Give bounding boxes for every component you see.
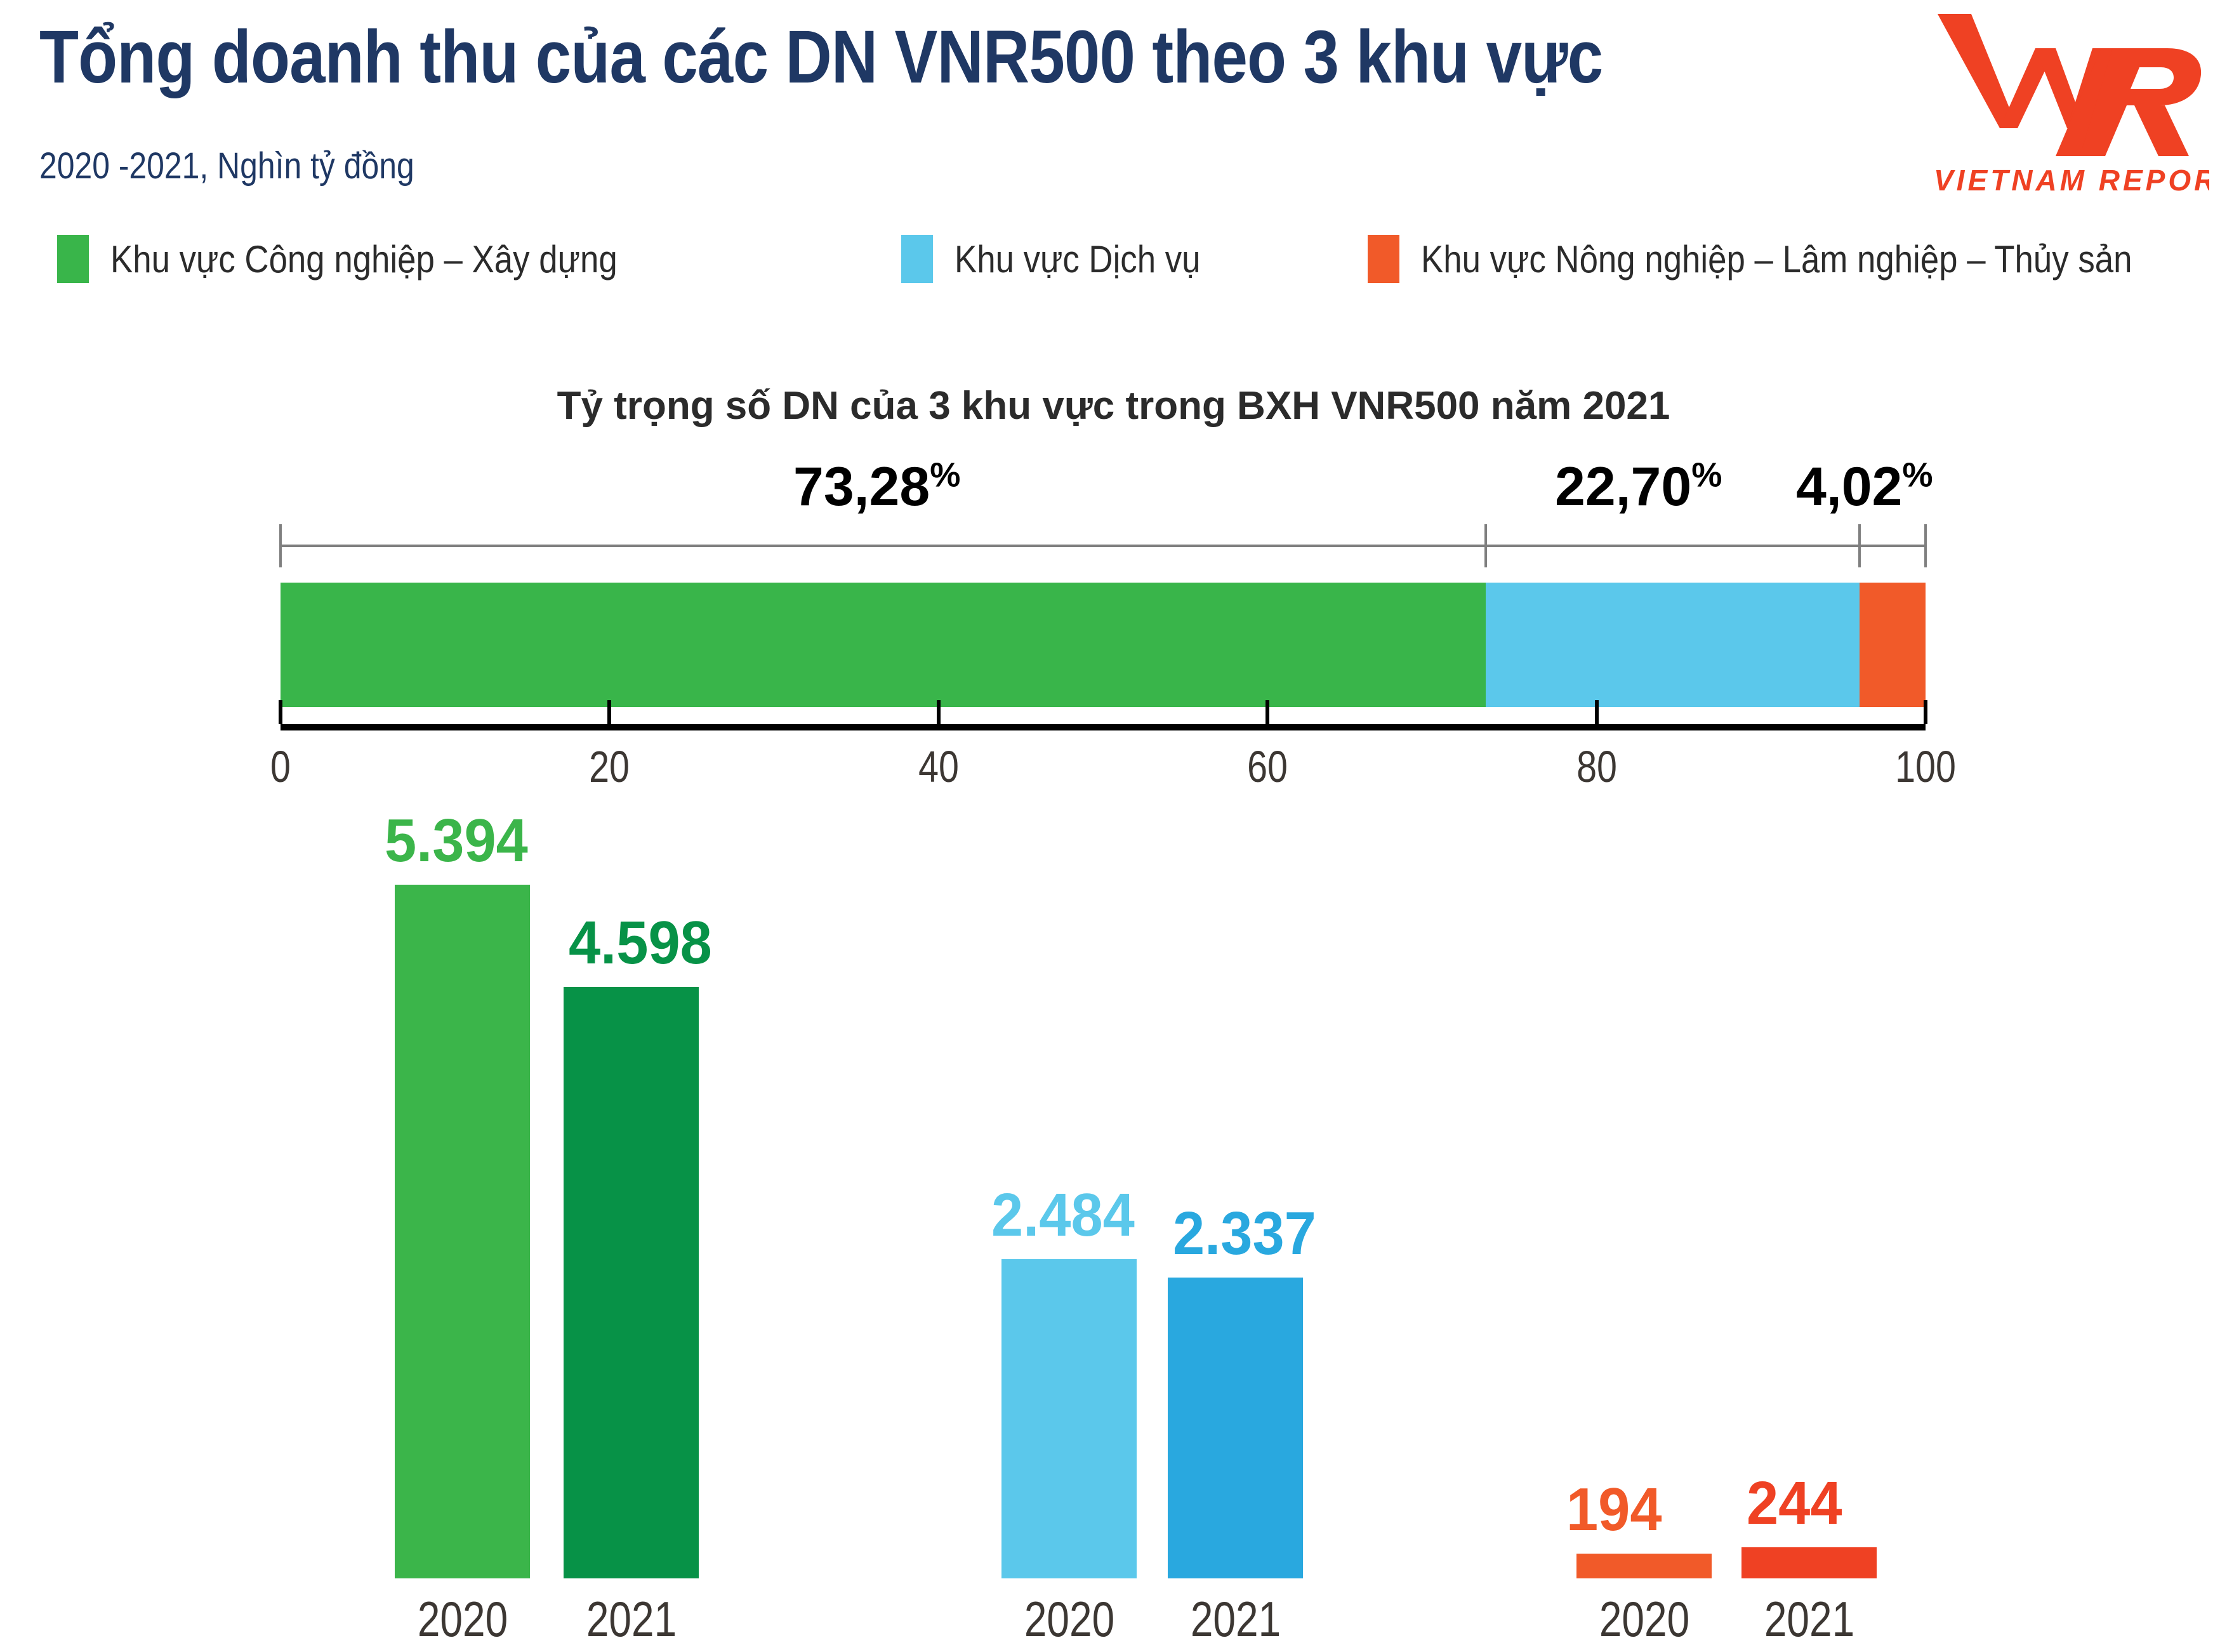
bracket-tick-1: [1484, 524, 1488, 567]
stacked-segment-0: [281, 583, 1486, 707]
legend-label: Khu vực Nông nghiệp – Lâm nghiệp – Thủy …: [1421, 237, 2132, 281]
stacked-pct-label-agriculture: 4,02%: [1796, 456, 1933, 519]
legend-item-agriculture[interactable]: Khu vực Nông nghiệp – Lâm nghiệp – Thủy …: [1368, 230, 2227, 288]
legend-swatch-icon: [57, 235, 89, 283]
legend-item-services[interactable]: Khu vực Dịch vụ: [901, 230, 1234, 288]
bar-2020: [395, 885, 530, 1578]
bar-category-label: 2020: [1599, 1591, 1689, 1647]
bar-value-label: 244: [1747, 1469, 1842, 1537]
stacked-chart-title: Tỷ trọng số DN của 3 khu vực trong BXH V…: [557, 384, 1670, 428]
legend-swatch-icon: [901, 235, 933, 283]
legend-item-industry[interactable]: Khu vực Công nghiệp – Xây dựng: [57, 230, 687, 288]
stacked-segment-2: [1859, 583, 1926, 707]
bar-value-label: 4.598: [569, 909, 712, 977]
stacked-segment-1: [1486, 583, 1860, 707]
bar-2021: [1168, 1278, 1303, 1578]
x-axis-tick-label: 60: [1247, 742, 1288, 791]
page-subtitle: 2020 -2021, Nghìn tỷ đồng: [39, 145, 414, 187]
bar-value-label: 5.394: [385, 807, 528, 875]
stacked-pct-label-industry: 73,28%: [793, 456, 960, 519]
stacked-bar: [281, 583, 1926, 707]
stacked-pct-label-services: 22,70%: [1555, 456, 1722, 519]
percent-sign: %: [930, 456, 961, 494]
bar-category-label: 2021: [1764, 1591, 1854, 1647]
bracket-tick-0: [279, 524, 282, 567]
legend-swatch-icon: [1368, 235, 1399, 283]
x-axis-tick: [1924, 700, 1927, 724]
bar-value-label: 194: [1566, 1475, 1662, 1543]
x-axis-tick: [936, 700, 941, 724]
bracket-tick-2: [1858, 524, 1861, 567]
x-axis-tick: [607, 700, 612, 724]
percent-sign: %: [1691, 456, 1722, 494]
x-axis-tick-label: 100: [1895, 742, 1956, 791]
x-axis-tick-label: 0: [270, 742, 291, 791]
logo-wordmark: VIETNAM REPORT: [1934, 164, 2209, 197]
stacked-pct-value: 73,28: [793, 456, 930, 517]
bar-2021: [564, 987, 699, 1578]
bar-2020: [1576, 1553, 1712, 1578]
vnr-logo: VIETNAM REPORT: [1911, 9, 2209, 199]
percent-sign: %: [1902, 456, 1933, 494]
bar-category-label: 2020: [417, 1591, 508, 1647]
x-axis-tick: [1265, 700, 1270, 724]
x-axis-tick: [279, 700, 282, 724]
legend-label: Khu vực Công nghiệp – Xây dựng: [110, 237, 618, 281]
bar-category-label: 2021: [586, 1591, 677, 1647]
legend: Khu vực Công nghiệp – Xây dựng Khu vực D…: [57, 230, 2171, 288]
stacked-pct-value: 4,02: [1796, 456, 1903, 517]
bracket-line: [281, 545, 1926, 547]
bar-value-label: 2.337: [1173, 1199, 1316, 1268]
bar-2020: [1001, 1259, 1137, 1578]
x-axis-tick-label: 80: [1576, 742, 1617, 791]
stacked-pct-value: 22,70: [1555, 456, 1692, 517]
bar-category-label: 2021: [1190, 1591, 1281, 1647]
x-axis-tick-label: 40: [918, 742, 959, 791]
bar-value-label: 2.484: [991, 1180, 1135, 1249]
bracket-tick-3: [1924, 524, 1927, 567]
page-title: Tổng doanh thu của các DN VNR500 theo 3 …: [39, 15, 1603, 99]
bar-category-label: 2020: [1024, 1591, 1114, 1647]
x-axis-line: [281, 724, 1926, 730]
x-axis-tick: [1594, 700, 1599, 724]
legend-label: Khu vực Dịch vụ: [955, 237, 1201, 281]
x-axis-tick-label: 20: [589, 742, 630, 791]
bar-2021: [1741, 1547, 1877, 1578]
